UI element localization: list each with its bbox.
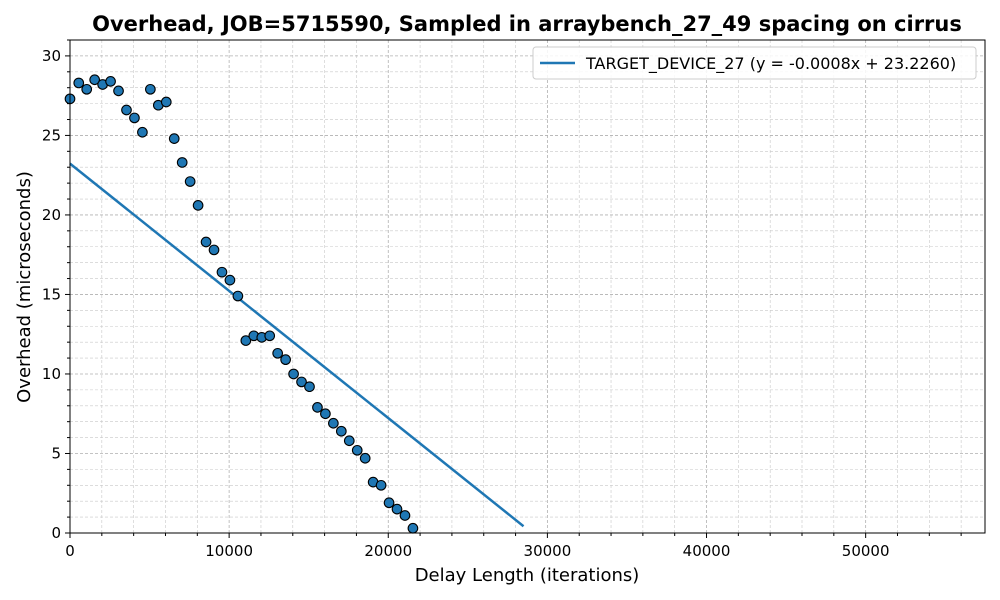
legend-box	[532, 46, 977, 80]
legend-label: TARGET_DEVICE_27 (y = -0.0008x + 23.2260…	[585, 54, 956, 74]
x-tick-label: 0	[65, 542, 75, 560]
data-point	[335, 425, 347, 437]
data-point	[407, 522, 419, 534]
regression-line	[69, 162, 525, 528]
x-axis-label: Delay Length (iterations)	[415, 565, 640, 586]
axis-ticks: 0 10000 20000 30000 40000 50000 0 5 10 15 20 25 30	[42, 39, 962, 560]
x-tick-label: 10000	[205, 542, 253, 560]
data-point	[343, 435, 355, 447]
data-point	[296, 376, 307, 388]
y-tick-label: 0	[51, 524, 61, 542]
y-axis-label: Overhead (microseconds)	[14, 171, 35, 403]
data-point	[81, 83, 93, 95]
data-point	[320, 408, 331, 420]
data-point	[351, 444, 363, 456]
data-point	[113, 85, 124, 97]
data-point	[89, 74, 101, 86]
x-tick-label: 20000	[364, 542, 412, 560]
data-point	[160, 96, 172, 108]
data-point	[328, 417, 339, 429]
chart-title: Overhead, JOB=5715590, Sampled in arrayb…	[92, 12, 962, 36]
data-point	[383, 497, 395, 509]
data-point	[129, 112, 140, 124]
data-point	[288, 368, 299, 380]
data-point	[176, 157, 188, 168]
x-tick-label: 40000	[683, 542, 731, 560]
data-point	[359, 452, 371, 464]
data-point	[208, 244, 220, 256]
data-point	[272, 347, 284, 359]
y-tick-label: 15	[42, 285, 61, 303]
data-point	[121, 104, 132, 116]
data-point	[240, 335, 252, 346]
data-point	[375, 479, 387, 491]
data-point	[232, 290, 244, 302]
grid	[69, 39, 985, 534]
legend: TARGET_DEVICE_27 (y = -0.0008x + 23.2260…	[532, 46, 977, 80]
data-point	[312, 402, 323, 413]
data-point	[145, 83, 156, 95]
data-point	[304, 381, 315, 393]
data-point	[192, 200, 204, 211]
regression-line-layer	[69, 162, 525, 528]
data-point	[264, 330, 276, 342]
data-point	[399, 510, 411, 521]
plot-frame	[69, 39, 986, 534]
data-point	[216, 266, 228, 278]
data-point	[137, 126, 148, 138]
y-tick-label: 30	[42, 47, 61, 65]
data-point	[73, 77, 85, 89]
data-point	[184, 176, 196, 187]
y-tick-label: 10	[42, 365, 61, 383]
data-point	[391, 503, 403, 515]
y-tick-label: 25	[42, 126, 61, 144]
data-points	[64, 74, 419, 534]
y-tick-label: 20	[42, 206, 61, 224]
data-point	[224, 274, 236, 286]
y-tick-label: 5	[51, 444, 61, 462]
x-tick-label: 50000	[842, 542, 890, 560]
data-point	[105, 75, 116, 87]
data-point	[168, 133, 180, 144]
data-point	[280, 354, 291, 366]
x-tick-label: 30000	[524, 542, 572, 560]
data-point	[200, 236, 212, 248]
